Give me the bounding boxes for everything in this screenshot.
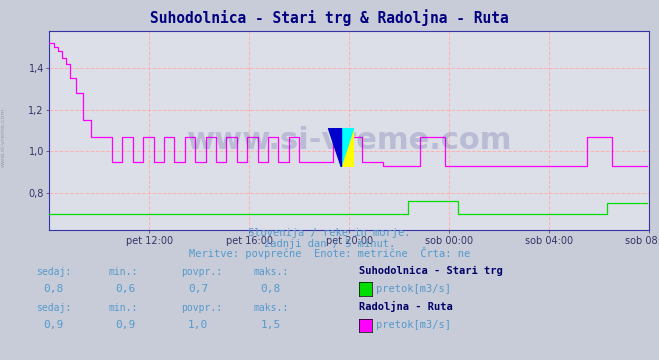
Text: Meritve: povprečne  Enote: metrične  Črta: ne: Meritve: povprečne Enote: metrične Črta:… <box>189 247 470 260</box>
Polygon shape <box>341 128 354 167</box>
Text: www.si-vreme.com: www.si-vreme.com <box>186 126 512 155</box>
Text: 0,9: 0,9 <box>115 320 136 330</box>
Text: Radoljna - Ruta: Radoljna - Ruta <box>359 301 453 312</box>
Text: www.si-vreme.com: www.si-vreme.com <box>1 107 6 167</box>
Text: 0,9: 0,9 <box>43 320 63 330</box>
Text: sedaj:: sedaj: <box>36 303 71 314</box>
Text: pretok[m3/s]: pretok[m3/s] <box>376 320 451 330</box>
Text: maks.:: maks.: <box>254 267 289 278</box>
Text: 1,5: 1,5 <box>260 320 281 330</box>
Text: Suhodolnica - Stari trg & Radoljna - Ruta: Suhodolnica - Stari trg & Radoljna - Rut… <box>150 9 509 26</box>
Text: 0,8: 0,8 <box>260 284 281 294</box>
Text: sedaj:: sedaj: <box>36 267 71 278</box>
Text: pretok[m3/s]: pretok[m3/s] <box>376 284 451 294</box>
Polygon shape <box>341 128 354 167</box>
Text: povpr.:: povpr.: <box>181 303 222 314</box>
Text: maks.:: maks.: <box>254 303 289 314</box>
Text: 0,8: 0,8 <box>43 284 63 294</box>
Text: min.:: min.: <box>109 267 138 278</box>
Text: Suhodolnica - Stari trg: Suhodolnica - Stari trg <box>359 266 503 276</box>
Text: zadnji dan / 5 minut.: zadnji dan / 5 minut. <box>264 239 395 249</box>
Text: Slovenija / reke in morje.: Slovenija / reke in morje. <box>248 228 411 238</box>
Text: 0,7: 0,7 <box>188 284 208 294</box>
Polygon shape <box>328 128 341 167</box>
Text: 1,0: 1,0 <box>188 320 208 330</box>
Text: povpr.:: povpr.: <box>181 267 222 278</box>
Text: 0,6: 0,6 <box>115 284 136 294</box>
Text: min.:: min.: <box>109 303 138 314</box>
